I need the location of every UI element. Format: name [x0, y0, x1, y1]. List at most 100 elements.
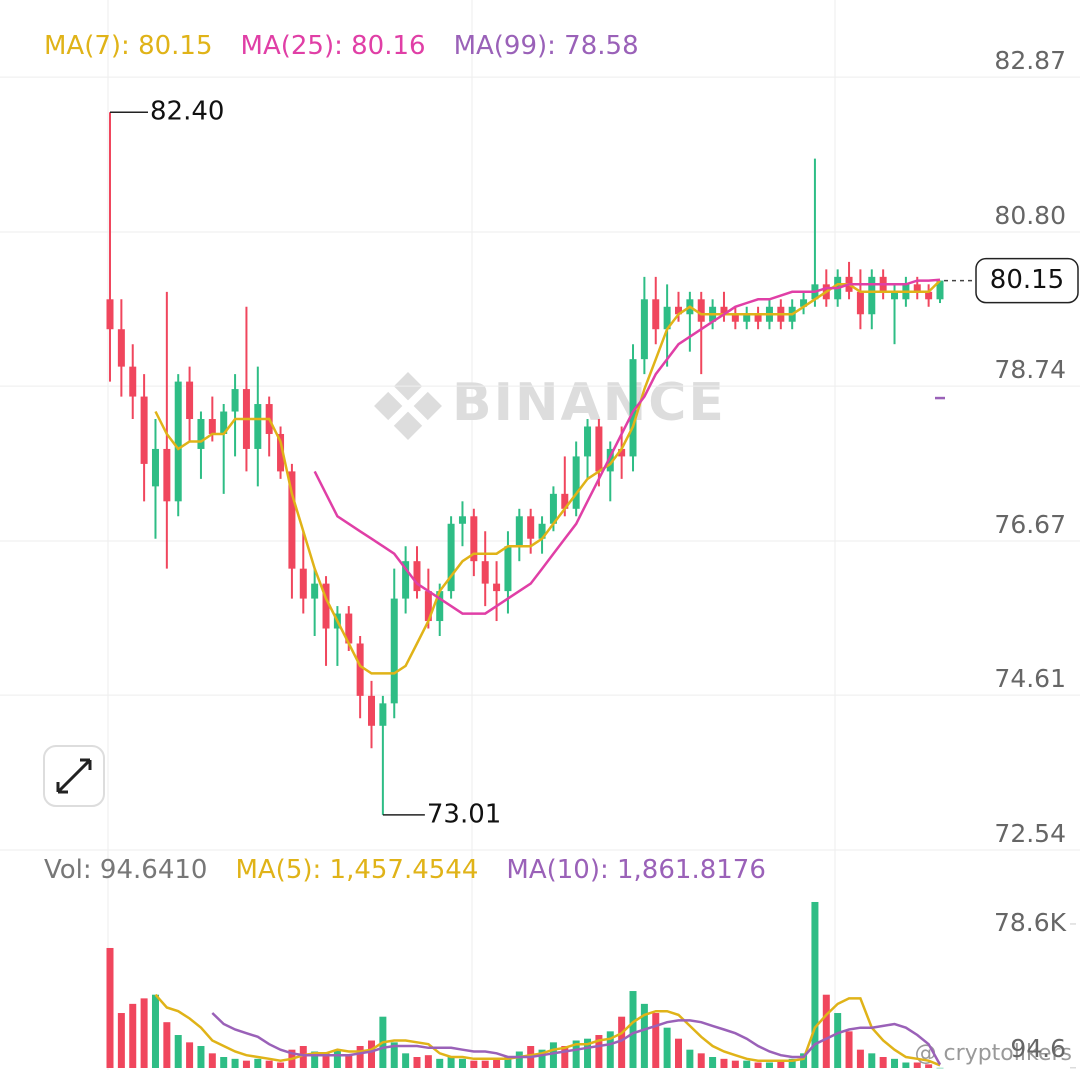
candle-body — [913, 284, 921, 292]
volume-bar — [413, 1057, 421, 1068]
volume-bar — [277, 1062, 285, 1068]
volume-bar — [640, 1003, 648, 1068]
candle-body — [186, 381, 194, 420]
volume-bar — [663, 1027, 671, 1068]
credit: @ cryptolikers — [915, 1041, 1072, 1066]
candle — [117, 299, 125, 397]
volume-legend: Vol: 94.6410 MA(5): 1,457.4544 MA(10): 1,8… — [44, 855, 766, 885]
candle-body — [322, 583, 330, 629]
volume-bar — [868, 1053, 876, 1068]
candle-body — [606, 448, 614, 472]
volume-bar — [538, 1049, 546, 1068]
candle — [629, 344, 637, 472]
volume-bar — [356, 1046, 364, 1068]
candle-body — [731, 314, 739, 322]
candle — [106, 112, 114, 382]
candle — [674, 291, 682, 322]
candle-body — [561, 493, 569, 509]
candle-body — [493, 583, 501, 592]
volume-bar — [151, 994, 159, 1068]
volume-bar — [458, 1058, 466, 1068]
volume-bar — [913, 1062, 921, 1068]
candle — [163, 291, 171, 569]
candle-body — [254, 404, 262, 449]
volume-bar — [117, 1013, 125, 1068]
candle — [151, 419, 159, 539]
volume-bar — [891, 1058, 899, 1068]
candle-body — [595, 426, 603, 472]
volume-bar — [834, 1013, 842, 1068]
candle-body — [572, 456, 580, 509]
volume-bar — [402, 1053, 410, 1068]
ma-line — [313, 278, 941, 615]
candle — [891, 284, 899, 345]
volume-bar — [720, 1058, 728, 1068]
candle-body — [208, 419, 216, 434]
legend-entry: MA(99): 78.58 — [454, 31, 639, 61]
volume-bar — [754, 1062, 762, 1068]
volume-bar — [265, 1060, 273, 1068]
candle-body — [515, 516, 523, 547]
volume-bar — [618, 1016, 626, 1068]
volume-bar — [129, 1003, 137, 1068]
volume-bar — [208, 1053, 216, 1068]
volume-bar — [743, 1060, 751, 1068]
candle-body — [117, 329, 125, 367]
y-tick-label: 82.87 — [994, 46, 1066, 75]
ma-line — [211, 1012, 942, 1066]
volume-bar — [515, 1051, 523, 1068]
candle — [800, 291, 808, 315]
volume-bar — [254, 1058, 262, 1068]
candle — [743, 306, 751, 330]
candle-body — [925, 291, 933, 300]
candle-body — [368, 695, 376, 726]
candle-body — [413, 561, 421, 592]
candle-body — [504, 546, 512, 592]
candle — [697, 291, 705, 375]
expand-button[interactable] — [43, 745, 105, 807]
candle — [572, 441, 580, 517]
volume-bar — [242, 1060, 250, 1068]
volume-bar — [879, 1057, 887, 1068]
volume-tick-label: 94.6 — [1010, 1034, 1066, 1063]
volume-bar — [186, 1042, 194, 1068]
candle — [640, 276, 648, 375]
candle-body — [800, 299, 808, 307]
candle — [220, 404, 228, 494]
high-label: 82.40 — [150, 97, 224, 127]
volume-bar — [765, 1062, 773, 1068]
volume-bar — [436, 1058, 444, 1068]
candle — [447, 516, 455, 599]
candle — [288, 463, 296, 599]
volume-bar — [197, 1046, 205, 1068]
volume-bar — [481, 1060, 489, 1068]
candle-body — [356, 643, 364, 696]
candle-body — [663, 306, 671, 330]
candle-body — [743, 314, 751, 322]
y-tick-label: 78.74 — [994, 355, 1066, 384]
volume-bar — [424, 1055, 432, 1068]
candle-body — [652, 299, 660, 330]
volume-bar — [390, 1042, 398, 1068]
ma-line — [154, 279, 941, 675]
candle — [481, 531, 489, 607]
volume-bar — [731, 1060, 739, 1068]
volume-bar — [345, 1055, 353, 1068]
candle — [754, 306, 762, 330]
volume-bar — [447, 1057, 455, 1068]
indicator-legend: MA(7): 80.15 MA(25): 80.16 MA(99): 78.58 — [44, 31, 639, 61]
candle-body — [640, 299, 648, 360]
volume-bar — [652, 1013, 660, 1068]
candle-body — [197, 419, 205, 449]
legend-entry: Vol: 94.6410 — [44, 855, 207, 885]
candle — [174, 374, 182, 517]
volume-bar — [856, 1049, 864, 1068]
volume-bar — [549, 1042, 557, 1068]
volume-bar — [936, 1067, 944, 1069]
volume-bar — [709, 1057, 717, 1068]
volume-bar — [777, 1060, 785, 1068]
candle — [470, 508, 478, 577]
candle-body — [481, 561, 489, 584]
volume-bar — [470, 1060, 478, 1068]
